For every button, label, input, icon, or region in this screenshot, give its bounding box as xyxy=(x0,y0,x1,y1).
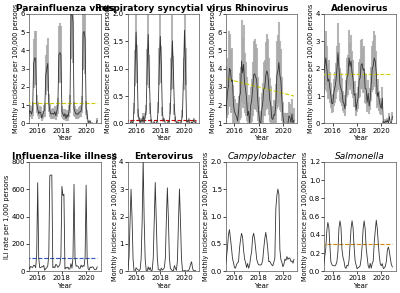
Y-axis label: Monthly incidence per 100,000 persons: Monthly incidence per 100,000 persons xyxy=(308,4,314,133)
Title: Salmonella: Salmonella xyxy=(335,152,385,161)
Y-axis label: Monthly incidence per 100,000 persons: Monthly incidence per 100,000 persons xyxy=(13,4,19,133)
X-axis label: Year: Year xyxy=(156,283,171,289)
Y-axis label: Monthly incidence per 100,000 persons: Monthly incidence per 100,000 persons xyxy=(210,4,216,133)
Y-axis label: ILI rate per 1,000 persons: ILI rate per 1,000 persons xyxy=(4,174,10,259)
Title: Campylobacter: Campylobacter xyxy=(228,152,296,161)
X-axis label: Year: Year xyxy=(353,283,368,289)
X-axis label: Year: Year xyxy=(254,283,269,289)
Title: Parainfluenza virus: Parainfluenza virus xyxy=(16,4,114,13)
Y-axis label: Monthly incidence per 100,000 persons: Monthly incidence per 100,000 persons xyxy=(112,152,118,281)
X-axis label: Year: Year xyxy=(353,135,368,141)
Y-axis label: Monthly incidence per 100,000 persons: Monthly incidence per 100,000 persons xyxy=(203,152,209,281)
Title: Enterovirus: Enterovirus xyxy=(134,152,193,161)
Title: Adenovirus: Adenovirus xyxy=(331,4,389,13)
Y-axis label: Monthly incidence per 100,000 persons: Monthly incidence per 100,000 persons xyxy=(105,4,111,133)
Title: Influenza-like illness: Influenza-like illness xyxy=(12,152,118,161)
X-axis label: Year: Year xyxy=(156,135,171,141)
X-axis label: Year: Year xyxy=(58,283,72,289)
Y-axis label: Monthly incidence per 100,000 persons: Monthly incidence per 100,000 persons xyxy=(302,152,308,281)
X-axis label: Year: Year xyxy=(58,135,72,141)
Title: Rhinovirus: Rhinovirus xyxy=(234,4,289,13)
X-axis label: Year: Year xyxy=(254,135,269,141)
Title: Respiratory syncytial virus: Respiratory syncytial virus xyxy=(95,4,232,13)
